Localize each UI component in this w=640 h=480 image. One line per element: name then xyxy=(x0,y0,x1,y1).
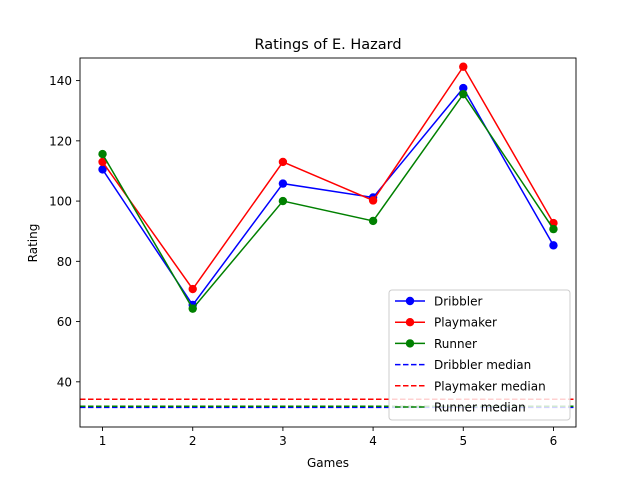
y-axis-label: Rating xyxy=(26,224,40,263)
legend-marker-3 xyxy=(405,339,415,348)
x-tick-label-2: 2 xyxy=(189,434,197,448)
data-point-s1-1 xyxy=(98,165,107,174)
legend-marker-2 xyxy=(405,318,415,327)
data-point-s2-5 xyxy=(459,62,468,71)
legend-label-5: Playmaker median xyxy=(434,379,546,393)
chart-title: Ratings of E. Hazard xyxy=(254,37,401,53)
legend-marker-1 xyxy=(405,296,415,306)
legend-label-1: Dribbler xyxy=(434,295,482,309)
x-tick-label-5: 5 xyxy=(459,434,467,448)
y-tick-label-3: 80 xyxy=(57,255,72,269)
x-tick-label-6: 6 xyxy=(550,434,558,448)
y-tick-label-5: 120 xyxy=(49,134,72,148)
data-point-s3-2 xyxy=(188,304,197,313)
data-point-s1-6 xyxy=(549,241,558,250)
y-tick-label-6: 140 xyxy=(49,74,72,88)
plot-area: 1 2 3 4 5 6 40 60 80 100 120 140 xyxy=(49,57,577,448)
data-point-s2-1 xyxy=(98,157,107,167)
x-axis-label: Games xyxy=(307,456,349,470)
y-tick-label-2: 60 xyxy=(57,315,72,329)
data-point-s3-6 xyxy=(549,224,558,234)
legend-label-6: Runner median xyxy=(434,401,526,415)
data-point-s1-3 xyxy=(278,179,288,188)
legend-label-2: Playmaker xyxy=(434,316,497,330)
x-tick-label-4: 4 xyxy=(369,434,377,448)
legend: Dribbler Playmaker Runner Dribbler median Pl… xyxy=(388,289,571,421)
axes-frame xyxy=(79,57,577,428)
data-point-s3-3 xyxy=(278,196,288,206)
data-point-s3-4 xyxy=(368,216,378,226)
data-point-s2-4 xyxy=(368,196,378,205)
series-line-3 xyxy=(101,92,555,310)
y-tick-label-4: 100 xyxy=(49,195,72,209)
data-point-s1-5 xyxy=(459,83,468,93)
data-point-s2-2 xyxy=(188,284,197,294)
legend-label-4: Dribbler median xyxy=(434,358,531,372)
x-tick-label-3: 3 xyxy=(279,434,287,448)
data-point-s3-1 xyxy=(98,149,107,159)
data-point-s2-3 xyxy=(278,157,288,167)
legend-label-3: Runner xyxy=(434,337,477,351)
x-tick-label-1: 1 xyxy=(99,434,107,448)
series-line-2 xyxy=(101,65,555,291)
data-point-s3-5 xyxy=(459,89,468,99)
legend-box xyxy=(388,289,571,421)
y-tick-label-1: 40 xyxy=(57,375,72,389)
